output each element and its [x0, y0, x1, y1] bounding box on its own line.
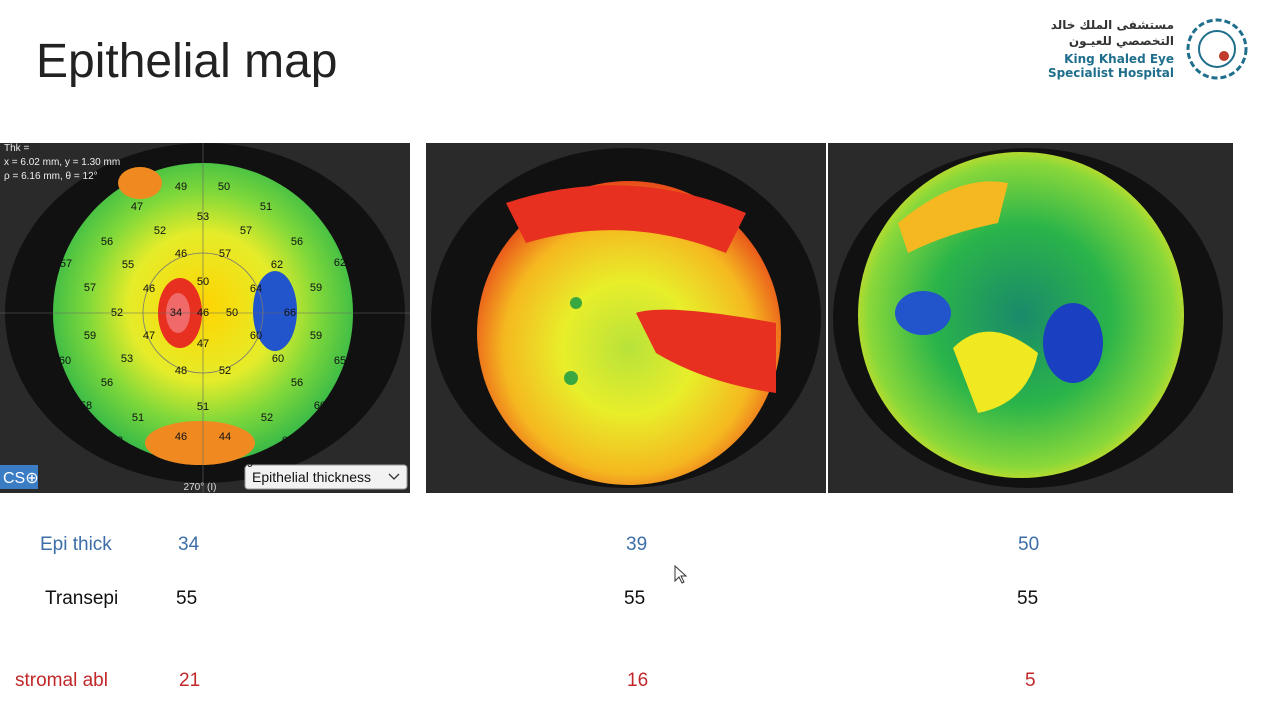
thickness-value: 57 [219, 248, 231, 260]
table-value: 34 [178, 534, 200, 555]
thickness-value: 59 [310, 330, 322, 342]
map-info: Thk = [4, 143, 29, 154]
map-info: ρ = 6.16 mm, θ = 12° [4, 171, 98, 182]
table-value: 50 [1018, 534, 1040, 555]
thickness-value: 64 [250, 283, 262, 295]
thickness-value: 51 [132, 412, 144, 424]
thickness-value: 55 [122, 259, 134, 271]
epithelial-map-1: Thk = x = 6.02 mm, y = 1.30 mm ρ = 6.16 … [0, 143, 410, 493]
thickness-value: 50 [218, 181, 230, 193]
thickness-value: 44 [219, 431, 231, 443]
thickness-value: 47 [143, 330, 155, 342]
thickness-value: 59 [310, 282, 322, 294]
table-value: 5 [1025, 670, 1036, 691]
thickness-value: 53 [197, 211, 209, 223]
map-info: x = 6.02 mm, y = 1.30 mm [4, 157, 120, 168]
thickness-value: 52 [111, 307, 123, 319]
thickness-value: 47 [197, 338, 209, 350]
thickness-value: 49 [175, 181, 187, 193]
thickness-value: 45 [151, 458, 163, 470]
thickness-value: 60 [59, 355, 71, 367]
table-value: 21 [179, 670, 201, 691]
logo-english: King Khaled Eye [1064, 52, 1174, 66]
thickness-value: 60 [282, 435, 294, 447]
thickness-value: 62 [271, 259, 283, 271]
thickness-value: 46 [197, 307, 209, 319]
axis-label: 270° (I) [184, 482, 217, 493]
logo-arabic: مستشفى الملك خالد [1050, 18, 1174, 32]
thickness-value: 56 [291, 236, 303, 248]
thickness-value: 52 [261, 412, 273, 424]
table-value: 55 [624, 588, 646, 609]
thickness-value: 53 [121, 353, 133, 365]
epithelial-map-3 [828, 143, 1233, 493]
thickness-value: 47 [131, 201, 143, 213]
table-value: 16 [627, 670, 649, 691]
dropdown[interactable] [244, 464, 408, 490]
thickness-value: 52 [219, 365, 231, 377]
thickness-value: 53 [111, 435, 123, 447]
row-label: Transepi [45, 588, 119, 609]
row-label: Epi thick [40, 534, 112, 555]
logo-icon [1186, 18, 1248, 80]
thickness-value: 56 [291, 377, 303, 389]
thickness-value: 34 [170, 307, 182, 319]
table-value: 55 [1017, 588, 1039, 609]
logo-english: Specialist Hospital [1047, 66, 1174, 80]
slide-title: Epithelial map [36, 35, 338, 88]
table-value: 39 [626, 534, 648, 555]
mouse-cursor [674, 565, 688, 584]
thickness-value: 50 [226, 307, 238, 319]
dropdown-label: Epithelial thickness [252, 469, 371, 485]
thickness-value: 56 [101, 236, 113, 248]
thickness-value: 46 [175, 248, 187, 260]
logo-arabic: التخصصي للعيـون [1068, 34, 1174, 48]
thickness-value: 51 [197, 401, 209, 413]
thickness-value: 46 [175, 431, 187, 443]
thickness-value: 49 [241, 458, 253, 470]
epithelial-map-2 [426, 143, 826, 493]
thickness-value: 50 [197, 276, 209, 288]
table-value: 55 [176, 588, 198, 609]
thickness-value: 65 [334, 355, 346, 367]
thickness-value: 60 [250, 330, 262, 342]
thickness-value: 52 [154, 225, 166, 237]
thickness-value: 44 [197, 465, 209, 477]
thickness-value: 59 [84, 330, 96, 342]
badge: CS⊕ [3, 470, 39, 487]
thickness-value: 57 [60, 258, 72, 270]
thickness-value: 46 [143, 283, 155, 295]
thickness-value: 58 [80, 400, 92, 412]
thickness-value: 66 [284, 307, 296, 319]
thickness-value: 51 [260, 201, 272, 213]
thickness-value: 60 [314, 400, 326, 412]
thickness-value: 56 [101, 377, 113, 389]
thickness-value: 57 [84, 282, 96, 294]
thickness-value: 62 [334, 257, 346, 269]
row-label: stromal abl [15, 670, 108, 691]
thickness-value: 57 [240, 225, 252, 237]
thickness-value: 60 [272, 353, 284, 365]
thickness-value: 48 [175, 365, 187, 377]
